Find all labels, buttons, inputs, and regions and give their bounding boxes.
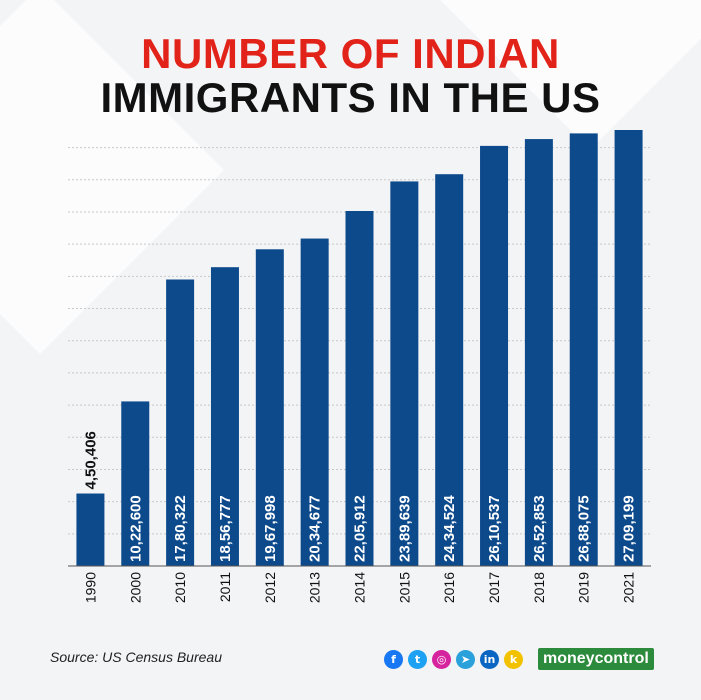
bar-1990 <box>76 493 105 566</box>
chart-title-line-1: NUMBER OF INDIAN <box>141 30 560 77</box>
chart-title-line-2: IMMIGRANTS IN THE US <box>100 74 601 121</box>
koo-icon[interactable]: k <box>504 650 523 669</box>
value-label-2016: 24,34,524 <box>441 495 458 562</box>
bars <box>76 130 643 567</box>
x-tick-label: 2015 <box>396 572 412 603</box>
x-tick-labels: 1990 2000 2010 2011 2012 2013 2014 2015 2016 2017… <box>82 572 636 603</box>
value-label-2021: 27,09,199 <box>621 495 638 562</box>
grid-lines <box>68 147 651 535</box>
bar-2017 <box>480 145 509 566</box>
x-tick-label: 1990 <box>82 572 98 603</box>
x-tick-label: 2011 <box>217 572 233 602</box>
value-label-2000: 10,22,600 <box>127 495 144 562</box>
x-tick-label: 2010 <box>172 572 188 603</box>
bar-2016 <box>435 174 464 566</box>
bar-2000 <box>121 401 150 566</box>
bar-2014 <box>345 210 374 566</box>
x-tick-label: 2019 <box>576 572 592 603</box>
x-tick-label: 2018 <box>531 572 547 603</box>
value-label-2011: 18,56,777 <box>217 495 234 562</box>
telegram-icon[interactable]: ➤ <box>456 650 475 669</box>
bar-2010 <box>166 279 195 566</box>
x-tick-label: 2014 <box>352 572 368 603</box>
value-label-2019: 26,88,075 <box>576 495 593 562</box>
instagram-icon[interactable]: ◎ <box>432 650 451 669</box>
value-label-2012: 19,67,998 <box>262 495 279 562</box>
value-label-2017: 26,10,537 <box>486 495 503 562</box>
x-tick-label: 2012 <box>262 572 278 603</box>
linkedin-icon[interactable]: in <box>480 650 499 669</box>
value-label-2015: 23,89,639 <box>396 495 413 562</box>
brand-logo: moneycontrol <box>538 648 654 670</box>
x-tick-label: 2000 <box>127 572 143 603</box>
x-tick-label: 2016 <box>441 572 457 603</box>
bar-2019 <box>569 133 598 567</box>
value-label-2010: 17,80,322 <box>172 495 189 562</box>
value-label-2013: 20,34,677 <box>307 495 324 562</box>
bar-2021 <box>614 130 643 566</box>
social-icons: f t ◎ ➤ in k <box>384 650 523 669</box>
value-label-1990: 4,50,406 <box>82 431 99 489</box>
bar-2013 <box>300 238 329 566</box>
source-note: Source: US Census Bureau <box>50 649 222 665</box>
value-label-2018: 26,52,853 <box>531 495 548 562</box>
bar-2018 <box>524 139 553 567</box>
x-tick-label: 2013 <box>307 572 323 603</box>
twitter-icon[interactable]: t <box>408 650 427 669</box>
bar-2011 <box>210 267 239 566</box>
x-tick-label: 2017 <box>486 572 502 603</box>
value-labels: 4,50,406 10,22,600 17,80,322 18,56,777 19,67… <box>82 431 637 562</box>
bar-2015 <box>390 181 419 567</box>
facebook-icon[interactable]: f <box>384 650 403 669</box>
value-label-2014: 22,05,912 <box>352 495 369 562</box>
bar-2012 <box>255 249 284 567</box>
x-tick-label: 2021 <box>621 572 637 603</box>
